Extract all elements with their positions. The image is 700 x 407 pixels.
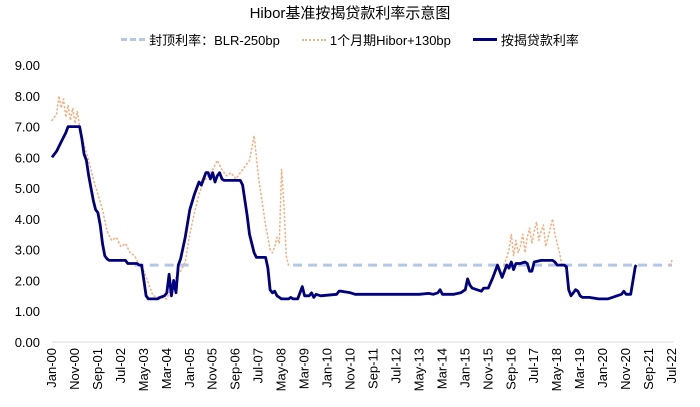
series-hibor-plus-130bp bbox=[51, 95, 673, 300]
x-tick-label: Jul-07 bbox=[251, 348, 266, 383]
hibor-line bbox=[503, 218, 563, 266]
y-tick-label: 6.00 bbox=[15, 150, 40, 165]
series-cap-rate bbox=[134, 262, 672, 267]
x-tick-label: Jul-17 bbox=[526, 348, 541, 383]
x-tick-label: Jan-05 bbox=[182, 348, 197, 388]
hibor-line bbox=[668, 259, 673, 266]
legend-label: 1个月期Hibor+130bp bbox=[329, 33, 451, 48]
x-tick-label: May-18 bbox=[549, 348, 564, 391]
y-tick-label: 1.00 bbox=[15, 304, 40, 319]
x-tick-label: Jan-20 bbox=[595, 348, 610, 388]
series-mortgage-rate bbox=[50, 125, 638, 301]
x-tick-label: Sep-06 bbox=[228, 348, 243, 390]
x-tick-label: Sep-16 bbox=[503, 348, 518, 390]
x-tick-label: Sep-21 bbox=[641, 348, 656, 390]
x-tick-label: Nov-20 bbox=[618, 348, 633, 390]
x-tick-label: Sep-01 bbox=[90, 348, 105, 390]
y-axis: 0.00 1.00 2.00 3.00 4.00 5.00 6.00 7.00 8.00 9.00 bbox=[15, 58, 40, 350]
y-tick-label: 0.00 bbox=[15, 335, 40, 350]
y-tick-label: 2.00 bbox=[15, 273, 40, 288]
dashed-line-swatch-icon bbox=[121, 38, 146, 41]
x-axis: Jan-00 Nov-00 Sep-01 Jul-02 May-03 Mar-04 Jan-… bbox=[44, 348, 679, 391]
x-tick-label: Sep-11 bbox=[365, 348, 380, 389]
x-tick-label: Jul-22 bbox=[664, 348, 679, 383]
x-tick-label: Nov-10 bbox=[343, 348, 358, 390]
x-tick-label: May-13 bbox=[411, 348, 426, 391]
y-tick-label: 9.00 bbox=[15, 58, 40, 73]
legend-label: 封顶利率：BLR-250bp bbox=[149, 33, 280, 48]
x-tick-label: Jul-02 bbox=[113, 348, 128, 383]
y-tick-label: 3.00 bbox=[15, 243, 40, 258]
chart-title: Hibor基准按揭贷款利率示意图 bbox=[249, 5, 451, 22]
x-tick-label: Nov-15 bbox=[480, 348, 495, 390]
hibor-line bbox=[51, 95, 290, 300]
x-tick-label: Jul-12 bbox=[388, 348, 403, 383]
legend-item-cap-rate: 封顶利率：BLR-250bp bbox=[121, 30, 280, 49]
dotted-line-swatch-icon bbox=[301, 38, 326, 41]
x-tick-label: May-08 bbox=[274, 348, 289, 391]
x-tick-label: Nov-05 bbox=[205, 348, 220, 390]
x-tick-label: Jan-10 bbox=[320, 348, 335, 388]
x-tick-label: May-03 bbox=[136, 348, 151, 391]
x-tick-label: Mar-14 bbox=[434, 348, 449, 389]
y-tick-label: 5.00 bbox=[15, 181, 40, 196]
legend-label: 按揭贷款利率 bbox=[500, 33, 579, 48]
y-tick-label: 7.00 bbox=[15, 120, 40, 135]
x-tick-label: Jan-15 bbox=[457, 348, 472, 388]
x-tick-label: Nov-00 bbox=[67, 348, 82, 390]
chart-legend: 封顶利率：BLR-250bp 1个月期Hibor+130bp 按揭贷款利率 bbox=[0, 30, 700, 49]
cap-rate-line bbox=[134, 262, 195, 267]
legend-item-mortgage-rate: 按揭贷款利率 bbox=[472, 30, 579, 49]
x-tick-label: Mar-09 bbox=[297, 348, 312, 389]
y-tick-label: 4.00 bbox=[15, 212, 40, 227]
solid-line-swatch-icon bbox=[472, 38, 497, 41]
y-tick-label: 8.00 bbox=[15, 89, 40, 104]
mortgage-rate-line bbox=[50, 125, 638, 301]
x-tick-label: Jan-00 bbox=[44, 348, 59, 388]
x-tick-label: Mar-04 bbox=[159, 348, 174, 389]
legend-item-hibor: 1个月期Hibor+130bp bbox=[301, 30, 451, 49]
x-tick-label: Mar-19 bbox=[572, 348, 587, 389]
